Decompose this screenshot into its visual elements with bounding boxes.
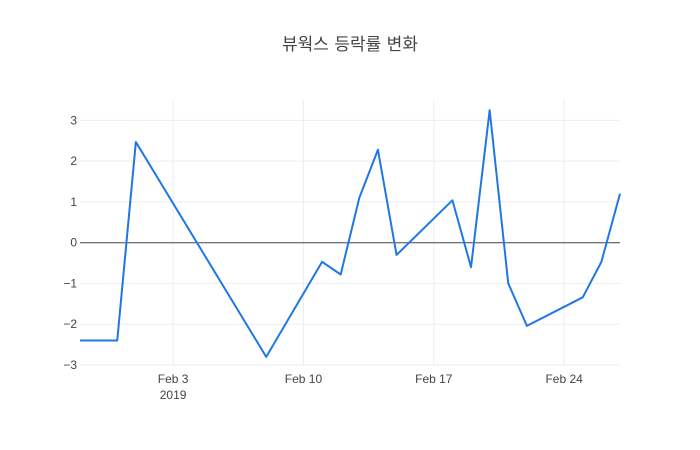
y-tick-label: 0 [70,236,77,250]
chart-title: 뷰웍스 등락률 변화 [282,35,418,55]
x-tick-label: Feb 24 [545,372,583,386]
series-line [80,109,621,358]
x-tick-label: Feb 10 [285,372,323,386]
grid-layer [80,100,620,366]
y-tick-label: 3 [70,113,77,127]
y-tick-label: −2 [63,317,77,331]
y-tick-label: 1 [70,195,77,209]
y-tick-label: −3 [63,358,77,372]
series-layer [80,109,621,358]
x-tick-label: Feb 3 [158,372,189,386]
y-tick-label: 2 [70,154,77,168]
y-axis-ticks: 3 2 1 0 −1 −2 −3 [63,113,77,372]
x-axis-ticks: Feb 3 2019 Feb 10 Feb 17 Feb 24 [158,372,583,402]
x-tick-label: Feb 17 [415,372,453,386]
y-tick-label: −1 [63,276,77,290]
x-tick-year-label: 2019 [160,388,187,402]
